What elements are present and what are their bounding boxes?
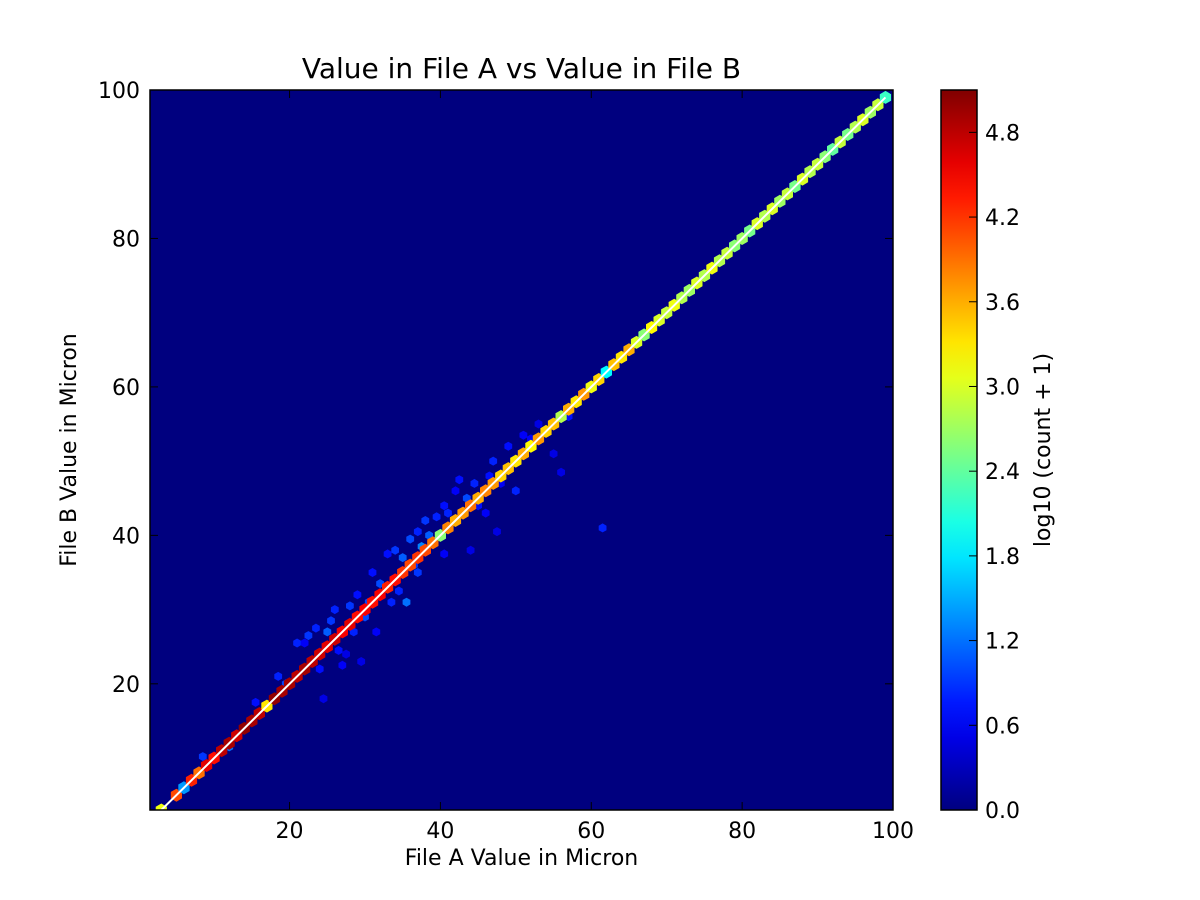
scatter-bin [304, 631, 313, 641]
scatter-bin [391, 545, 399, 555]
colorbar-tick-label: 3.6 [985, 291, 1020, 316]
scatter-bin [342, 649, 350, 659]
scatter-bin [455, 475, 464, 485]
colorbar-ticks: 0.0 0.6 1.2 1.8 2.4 3.0 3.6 4.2 4.8 [969, 121, 1020, 824]
scatter-bin [383, 549, 392, 559]
scatter-bin [300, 638, 309, 648]
scatter-bin [511, 486, 520, 496]
y-tick-label: 40 [112, 524, 140, 549]
scatter-bin [334, 645, 343, 655]
scatter-bin [440, 549, 449, 559]
colorbar-tick-label: 4.8 [985, 121, 1020, 146]
x-axis-ticks: 20 40 60 80 100 [276, 90, 914, 844]
scatter-bin [330, 605, 339, 615]
scatter-bin [293, 638, 301, 648]
colorbar-tick-label: 0.0 [985, 799, 1020, 824]
scatter-bin [504, 441, 513, 451]
scatter-bin [387, 597, 396, 607]
scatter-bin [451, 486, 460, 496]
scatter-bin [444, 508, 452, 518]
scatter-bin [357, 657, 366, 666]
x-tick-label: 100 [872, 819, 914, 844]
colorbar-tick-label: 1.8 [985, 545, 1020, 570]
x-tick-label: 40 [426, 819, 454, 844]
scatter-bin [323, 627, 332, 637]
scatter-bin [319, 694, 328, 704]
chart-title: Value in File A vs Value in File B [302, 52, 741, 85]
y-axis-ticks: 20 40 60 80 100 [98, 79, 893, 698]
y-axis-label: File B Value in Micron [57, 333, 82, 567]
scatter-bin [274, 671, 283, 681]
plot-frame [149, 89, 894, 811]
plot-area [149, 89, 894, 811]
scatter-bin [406, 534, 415, 544]
x-axis-label: File A Value in Micron [405, 846, 638, 871]
scatter-bin [466, 545, 475, 555]
scatter-bin [413, 527, 422, 537]
x-tick-label: 20 [276, 819, 304, 844]
scatter-bin [251, 697, 260, 707]
colorbar-tick-label: 4.2 [985, 206, 1020, 231]
y-tick-label: 20 [112, 673, 140, 698]
scatter-bin [598, 523, 607, 533]
scatter-bin [470, 478, 479, 488]
scatter-bin [489, 456, 498, 466]
scatter-bin [395, 586, 403, 596]
colorbar: 0.0 0.6 1.2 1.8 2.4 3.0 3.6 4.2 4.8 log10 (count… [940, 89, 1056, 824]
colorbar-tick-label: 1.2 [985, 630, 1020, 655]
colorbar-tick-label: 2.4 [985, 460, 1020, 485]
colorbar-tick-label: 0.6 [985, 714, 1020, 739]
scatter-bin [338, 660, 347, 670]
scatter-bin [327, 616, 335, 626]
scatter-bin [198, 752, 207, 762]
y-tick-label: 100 [98, 79, 140, 104]
scatter-bin [398, 553, 407, 563]
scatter-bin [312, 623, 320, 633]
y-tick-label: 80 [112, 227, 140, 252]
scatter-bin [353, 590, 362, 600]
scatter-bin [413, 568, 422, 577]
scatter-bin [557, 467, 565, 477]
scatter-bin [421, 516, 430, 525]
colorbar-tick-label: 3.0 [985, 375, 1020, 400]
scatter-bin [534, 419, 543, 429]
scatter-bin [402, 597, 411, 607]
scatter-bin [481, 508, 490, 518]
scatter-bin [372, 627, 381, 637]
scatter-bin [493, 527, 501, 537]
x-tick-label: 80 [728, 819, 756, 844]
scatter-bin [519, 430, 528, 440]
x-tick-label: 60 [577, 819, 605, 844]
reference-line [160, 96, 887, 810]
scatter-bin [315, 664, 324, 674]
scatter-bin [432, 512, 441, 522]
colorbar-label: log10 (count + 1) [1031, 353, 1056, 547]
scatter-bin [346, 601, 354, 611]
colorbar-gradient [940, 89, 978, 811]
y-tick-label: 60 [112, 376, 140, 401]
scatter-bin [549, 449, 558, 459]
scatter-bin [368, 568, 377, 577]
scatter-bin [440, 501, 449, 511]
